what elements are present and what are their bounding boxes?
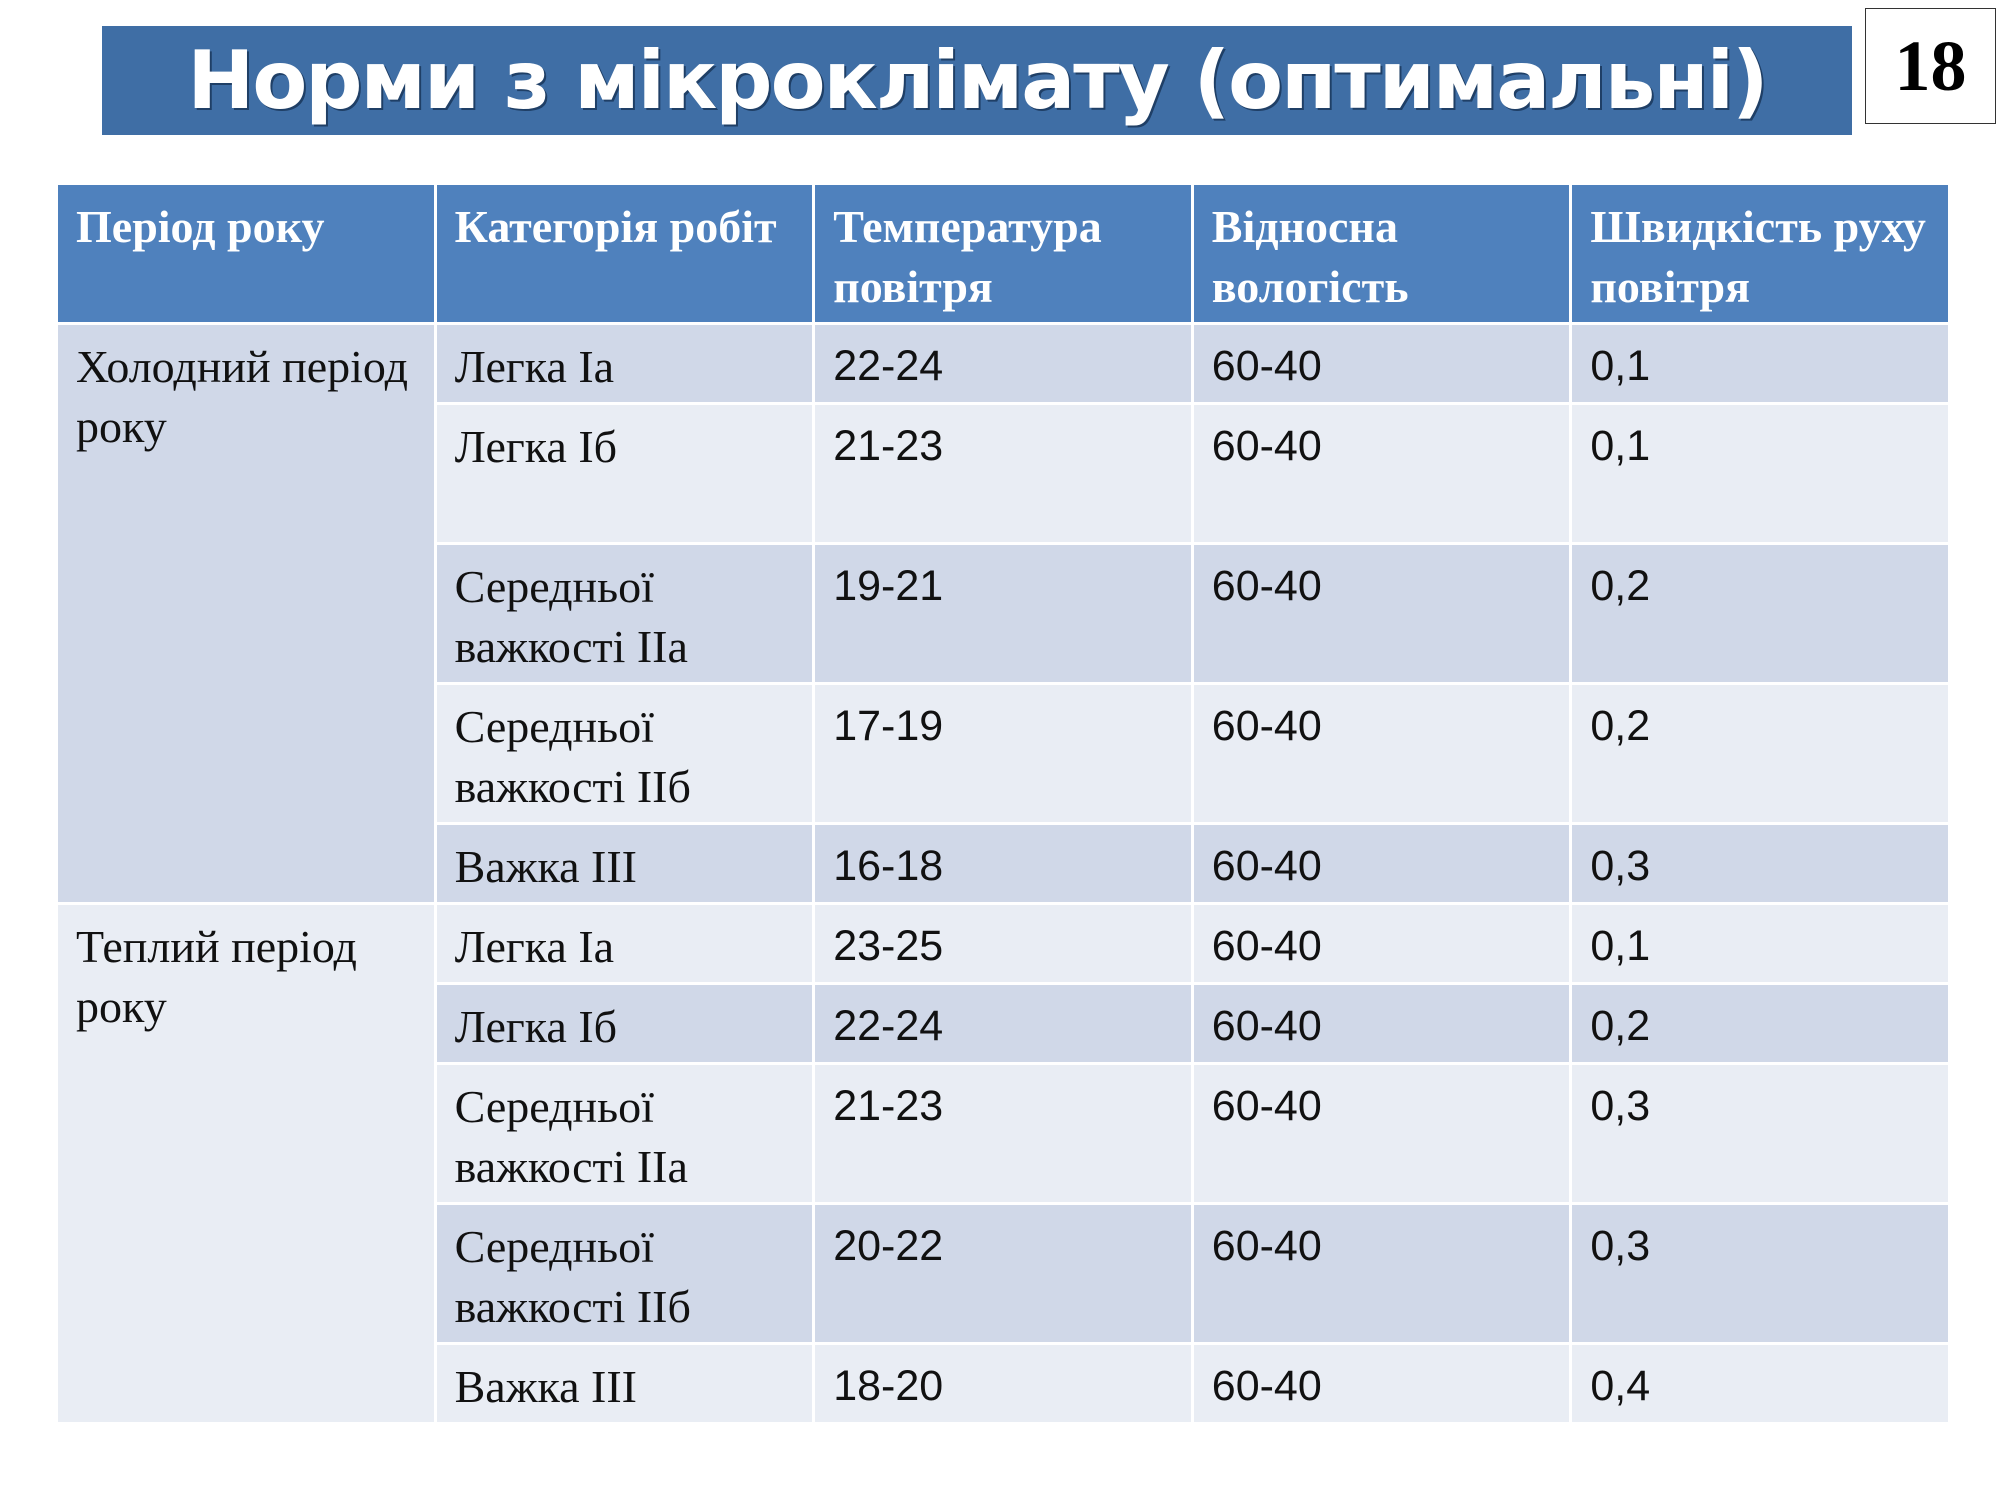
category-cell: Важка ІІІ: [433, 1342, 816, 1425]
humidity-cell: 60-40: [1190, 1062, 1573, 1205]
header-air-speed: Швидкість руху повітря: [1569, 182, 1951, 325]
table-row: Важка ІІІ 16-18 60-40 0,3: [57, 822, 1951, 905]
title-banner: Норми з мікроклімату (оптимальні): [102, 26, 1852, 135]
temperature-cell: 20-22: [812, 1202, 1194, 1345]
page-number: 18: [1865, 8, 1996, 124]
table-row: Холодний період року Легка Іа 22-24 60-4…: [55, 322, 1951, 905]
period-cold: Холодний період року: [55, 322, 437, 905]
table-row: Легка Іб 21-23 60-40 0,1: [57, 402, 1951, 545]
air-speed-cell: 0,4: [1569, 1342, 1951, 1425]
air-speed-cell: 0,2: [1569, 682, 1951, 825]
humidity-cell: 60-40: [1190, 542, 1573, 685]
humidity-cell: 60-40: [1190, 1342, 1573, 1425]
category-cell: Середньої важкості ІІб: [433, 682, 816, 825]
air-speed-cell: 0,1: [1569, 402, 1951, 545]
temperature-cell: 18-20: [812, 1342, 1194, 1425]
air-speed-cell: 0,1: [1569, 322, 1951, 405]
humidity-cell: 60-40: [1190, 1202, 1573, 1345]
temperature-cell: 22-24: [812, 982, 1194, 1065]
temperature-cell: 21-23: [812, 1062, 1194, 1205]
table-row: Середньої важкості ІІб 17-19 60-40 0,2: [57, 682, 1951, 825]
humidity-cell: 60-40: [1190, 402, 1573, 545]
category-cell: Легка Іб: [433, 402, 816, 545]
category-cell: Легка Іб: [433, 982, 816, 1065]
category-cell: Середньої важкості ІІа: [433, 542, 816, 685]
temperature-cell: 16-18: [812, 822, 1194, 905]
page-title: Норми з мікроклімату (оптимальні): [187, 34, 1768, 127]
period-warm: Теплий період року: [55, 902, 437, 1425]
air-speed-cell: 0,1: [1569, 902, 1951, 985]
air-speed-cell: 0,2: [1569, 982, 1951, 1065]
category-cell: Важка ІІІ: [433, 822, 816, 905]
header-period: Період року: [55, 182, 437, 325]
table-row: Важка ІІІ 18-20 60-40 0,4: [57, 1342, 1951, 1425]
category-cell: Середньої важкості ІІа: [433, 1062, 816, 1205]
temperature-cell: 19-21: [812, 542, 1194, 685]
table-row: Середньої важкості ІІа 19-21 60-40 0,2: [57, 542, 1951, 685]
humidity-cell: 60-40: [1190, 982, 1573, 1065]
header-humidity: Відносна вологість: [1190, 182, 1573, 325]
temperature-cell: 17-19: [812, 682, 1194, 825]
humidity-cell: 60-40: [1190, 902, 1573, 985]
category-cell: Середньої важкості ІІб: [433, 1202, 816, 1345]
humidity-cell: 60-40: [1190, 682, 1573, 825]
temperature-cell: 23-25: [812, 902, 1194, 985]
category-cell: Легка Іа: [433, 902, 816, 985]
air-speed-cell: 0,2: [1569, 542, 1951, 685]
header-temperature: Температура повітря: [812, 182, 1194, 325]
category-cell: Легка Іа: [433, 322, 816, 405]
table-row: Легка Іб 22-24 60-40 0,2: [57, 982, 1951, 1065]
microclimate-norms-table: Період року Категорія робіт Температура …: [55, 182, 1951, 1425]
table-row: Середньої важкості ІІа 21-23 60-40 0,3: [57, 1062, 1951, 1205]
temperature-cell: 22-24: [812, 322, 1194, 405]
table-row: Середньої важкості ІІб 20-22 60-40 0,3: [57, 1202, 1951, 1345]
table-row: Теплий період року Легка Іа 23-25 60-40 …: [55, 902, 1951, 1425]
air-speed-cell: 0,3: [1569, 1062, 1951, 1205]
header-category: Категорія робіт: [433, 182, 816, 325]
humidity-cell: 60-40: [1190, 322, 1573, 405]
air-speed-cell: 0,3: [1569, 822, 1951, 905]
humidity-cell: 60-40: [1190, 822, 1573, 905]
air-speed-cell: 0,3: [1569, 1202, 1951, 1345]
temperature-cell: 21-23: [812, 402, 1194, 545]
table-header-row: Період року Категорія робіт Температура …: [55, 182, 1951, 325]
